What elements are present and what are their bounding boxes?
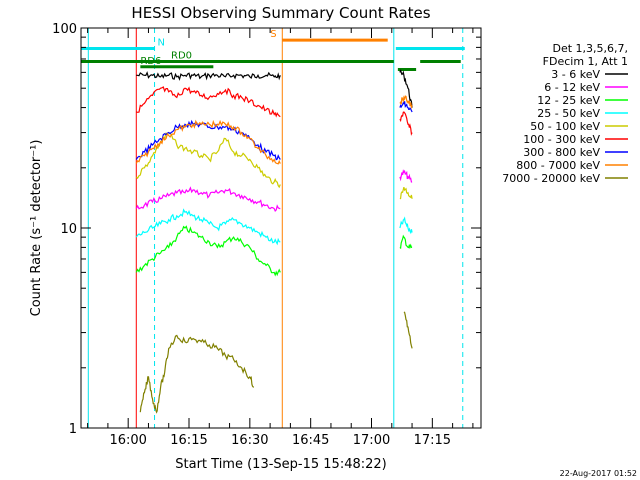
series-line-6-1 [399,101,413,113]
series-line-4-1 [399,187,413,200]
x-tick-label-3: 16:45 [292,433,329,448]
legend-label-1: 6 - 12 keV [544,81,600,94]
series-line-7-1 [399,95,413,110]
legend-header-0: Det 1,3,5,6,7, [552,42,628,55]
series-line-0-0 [136,71,281,81]
legend-label-0: 3 - 6 keV [551,68,600,81]
plot-area: N S RD0 RD6 [81,28,465,428]
legend-label-2: 12 - 25 keV [537,94,600,107]
y-axis-label: Count Rate (s⁻¹ detector⁻¹) [29,140,44,317]
flag-label-0: N [158,37,165,48]
chart-title: HESSI Observing Summary Count Rates [131,4,430,22]
series-line-8-0 [139,334,255,414]
x-axis-label: Start Time (13-Sep-15 15:48:22) [175,457,386,472]
y-tick-label-1: 10 [60,222,77,237]
x-tick-label-5: 17:15 [414,433,451,448]
series-line-2-1 [399,234,413,250]
series-line-5-0 [136,86,281,118]
flag-label-3: RD0 [171,50,192,61]
series-line-2-0 [135,225,281,277]
x-tick-label-1: 16:15 [170,433,207,448]
legend-label-4: 50 - 100 keV [530,120,600,133]
series-line-1-0 [135,186,281,212]
legend-label-7: 800 - 7000 keV [516,159,600,172]
x-tick-label-4: 17:00 [353,433,390,448]
y-tick-label-2: 100 [52,22,77,37]
x-tick-label-0: 16:00 [109,433,146,448]
legend-label-5: 100 - 300 keV [523,133,600,146]
series-line-5-1 [399,111,413,136]
legend-label-6: 300 - 800 keV [523,146,600,159]
legend: Det 1,3,5,6,7,FDecim 1, Att 13 - 6 keV6 … [502,42,628,185]
series-line-3-0 [135,208,281,246]
axes: 1 10 100 16:00 16:15 16:30 16:45 17:00 17:15 [52,22,482,448]
flag-label-2: S [270,29,276,40]
series-line-1-1 [399,169,413,183]
legend-label-3: 25 - 50 keV [537,107,600,120]
flag-label-4: RD6 [140,56,161,67]
y-tick-label-0: 1 [69,422,77,437]
series-line-3-1 [399,216,413,235]
series-line-0-1 [399,69,413,108]
legend-label-8: 7000 - 20000 keV [502,172,600,185]
legend-header-1: FDecim 1, Att 1 [543,55,628,68]
x-tick-label-2: 16:30 [231,433,268,448]
series-line-7-0 [135,119,281,165]
series-line-6-0 [135,119,281,161]
footer-date: 22-Aug-2017 01:52 [560,469,637,478]
series-line-8-1 [403,311,413,349]
